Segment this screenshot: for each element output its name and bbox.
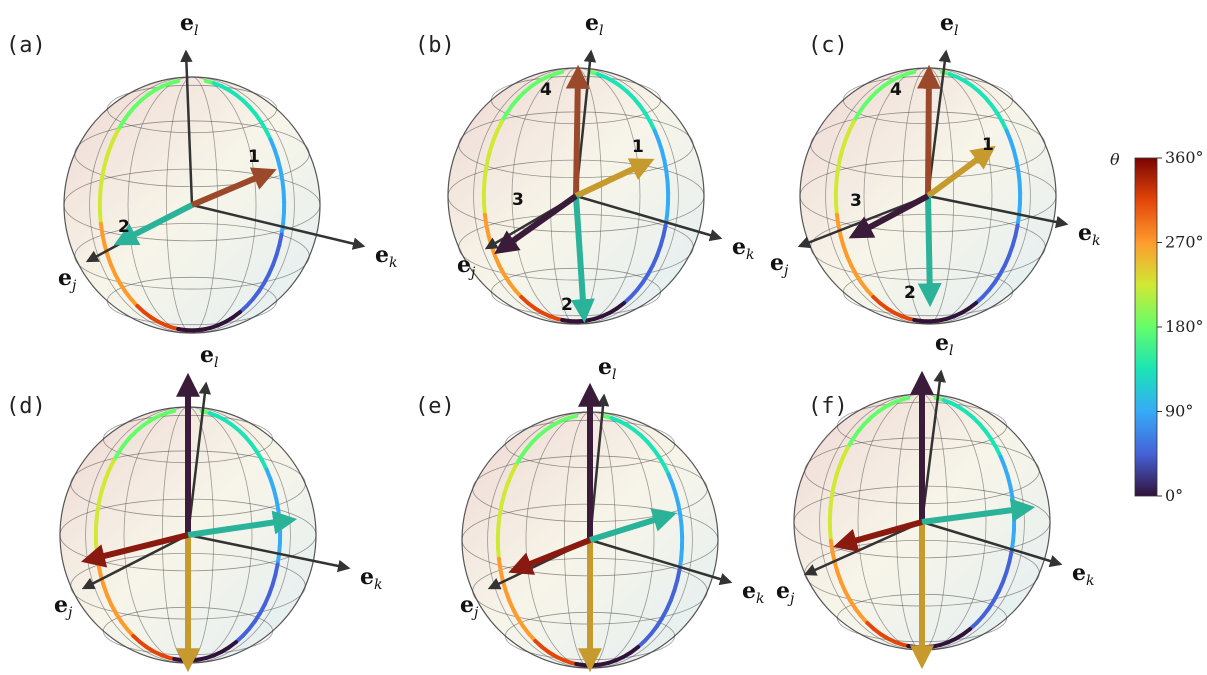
- panel-label: (c): [808, 33, 848, 58]
- panel-e: (e) el ej ek: [415, 354, 764, 673]
- axis-label-k: ek: [1072, 560, 1094, 589]
- colorbar-tick-label: 90°: [1165, 402, 1193, 421]
- axis-label-j: ej: [54, 592, 73, 621]
- axis-label-j: ej: [457, 252, 476, 281]
- axis-label-l: el: [935, 330, 953, 359]
- axis-label-j: ej: [776, 578, 795, 607]
- colorbar-tick-label: 180°: [1165, 317, 1204, 336]
- vector-index-label: 4: [540, 80, 552, 100]
- vector-index-label: 1: [248, 147, 260, 167]
- vector-arrow: [917, 195, 942, 308]
- panel-label: (e): [415, 394, 455, 419]
- panel-label: (b): [415, 33, 455, 58]
- vector-arrow: [589, 508, 677, 543]
- vector-index-label: 1: [632, 137, 644, 157]
- vector-arrow: [565, 64, 590, 197]
- vector-index-label: 2: [118, 217, 130, 237]
- axis-ej: [81, 533, 189, 590]
- panel-label: (d): [6, 394, 46, 419]
- colorbar-title: θ: [1110, 150, 1120, 169]
- vector-arrow: [494, 193, 578, 255]
- axis-el: [920, 369, 946, 523]
- vector-arrow: [190, 167, 277, 208]
- panel-f: (f) el ej ek: [776, 330, 1094, 670]
- vector-arrow: [187, 510, 298, 538]
- vector-index-label: 4: [890, 80, 902, 100]
- vector-index-label: 2: [561, 295, 573, 315]
- colorbar-tick-label: 0°: [1165, 486, 1183, 505]
- axis-label-l: el: [200, 342, 218, 371]
- colorbar: θ 360° 270° 180° 90° 0°: [1110, 148, 1204, 505]
- panel-label: (a): [6, 33, 46, 58]
- vector-index-label: 3: [850, 191, 862, 211]
- vector-index-label: 2: [904, 283, 916, 303]
- vector-arrow: [833, 519, 923, 553]
- panel-b: (b) el ej ek 1 2 3 4: [415, 10, 754, 325]
- vector-index-label: 1: [982, 135, 994, 155]
- vector-arrow: [916, 64, 941, 197]
- axis-el: [180, 49, 194, 206]
- vector-arrow: [113, 202, 194, 246]
- panel-a: (a) el ej ek 1 2: [6, 10, 397, 334]
- axis-label-k: ek: [1078, 220, 1100, 249]
- trajectory-ring: [481, 69, 671, 324]
- axis-ek: [927, 194, 1069, 229]
- axis-ek: [191, 203, 366, 250]
- axis-label-k: ek: [375, 242, 397, 271]
- axis-label-l: el: [585, 10, 603, 39]
- axis-ek: [187, 533, 351, 573]
- panel-d: (d) el ej ek: [6, 342, 382, 673]
- vector-arrow: [574, 158, 655, 199]
- vector-arrow: [848, 193, 930, 239]
- axis-ek: [921, 520, 1063, 568]
- axis-ek: [589, 538, 733, 586]
- axis-label-j: ej: [58, 265, 77, 294]
- panel-c: (c) el ej ek 1 2 3 4: [770, 10, 1100, 325]
- axis-label-k: ek: [732, 234, 754, 263]
- vector-index-label: 3: [512, 190, 524, 210]
- axes: [803, 369, 1063, 576]
- axis-label-k: ek: [742, 578, 764, 607]
- axis-label-k: ek: [360, 564, 382, 593]
- colorbar-gradient: [1134, 157, 1158, 497]
- axis-label-l: el: [940, 10, 958, 39]
- panel-label: (f): [808, 394, 848, 419]
- axis-ej: [803, 520, 923, 576]
- vector-arrow: [508, 537, 592, 575]
- colorbar-tick-label: 270°: [1165, 233, 1204, 252]
- vector-arrow: [926, 145, 996, 199]
- axis-label-j: ej: [460, 592, 479, 621]
- axis-label-j: ej: [770, 250, 789, 279]
- trajectory-ring: [97, 78, 287, 333]
- vector-arrow: [921, 498, 1036, 525]
- vector-arrow: [81, 532, 189, 568]
- colorbar-tick-label: 360°: [1165, 148, 1204, 167]
- trajectory-ring: [833, 69, 1023, 324]
- axis-label-l: el: [180, 10, 198, 39]
- axis-ek: [575, 194, 723, 242]
- axis-label-l: el: [598, 354, 616, 383]
- vector-arrow: [570, 195, 595, 324]
